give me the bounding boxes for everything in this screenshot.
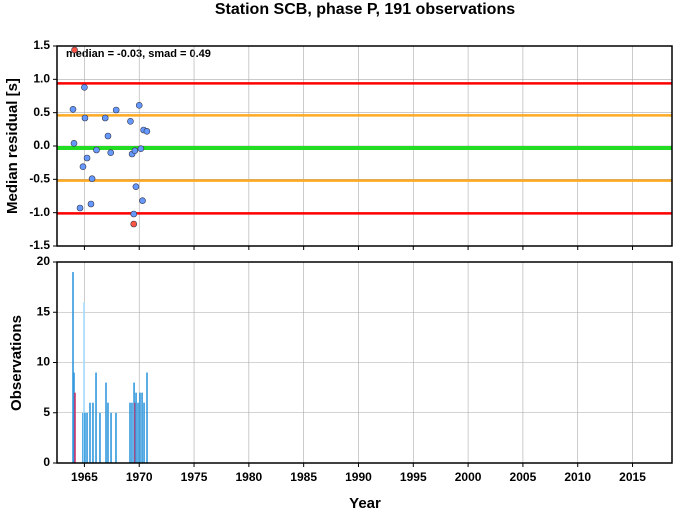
bar [110, 412, 112, 463]
point [127, 118, 134, 125]
bar [82, 412, 84, 463]
bar [115, 412, 117, 463]
point [143, 128, 151, 135]
plot-frame [56, 45, 673, 247]
bar [84, 412, 86, 463]
point [69, 106, 77, 113]
point [79, 163, 87, 170]
x-tick-label: 1985 [290, 470, 317, 484]
bar [146, 372, 148, 463]
bar [131, 402, 133, 463]
point [130, 210, 138, 218]
point [70, 140, 78, 147]
point [88, 175, 96, 182]
point [132, 183, 140, 190]
bar [107, 402, 109, 463]
point [107, 149, 115, 156]
x-tick-label: 1975 [181, 470, 208, 484]
x-tick-label: 1965 [71, 470, 98, 484]
bar [89, 402, 91, 463]
x-tick-label: 2015 [619, 470, 646, 484]
bar [134, 402, 136, 463]
chart-title: Station SCB, phase P, 191 observations [215, 1, 515, 18]
y-tick-label: 1.0 [33, 72, 50, 86]
bar [83, 302, 85, 463]
plot-frame [56, 261, 673, 464]
bar [95, 372, 97, 463]
x-tick-label: 1995 [400, 470, 427, 484]
bar [137, 402, 139, 463]
bar [143, 402, 145, 463]
y-axis-label: Observations [8, 315, 25, 411]
bar [92, 402, 94, 463]
bar [72, 272, 74, 463]
y-axis-label: Median residual [s] [4, 78, 21, 214]
point [83, 154, 91, 162]
point [101, 114, 109, 122]
bar [141, 392, 143, 463]
point [93, 146, 100, 154]
point [135, 102, 143, 109]
y-tick-label: 20 [37, 254, 51, 268]
y-tick-label: 5 [43, 405, 50, 419]
annotation: median = -0.03, smad = 0.49 [66, 48, 211, 60]
bar [135, 392, 137, 463]
point [71, 46, 78, 54]
point [137, 145, 145, 152]
y-tick-label: 0 [43, 455, 50, 469]
bar [133, 382, 135, 463]
bar [99, 412, 101, 463]
point [139, 197, 146, 204]
x-tick-label: 2000 [455, 470, 482, 484]
y-tick-label: 15 [37, 304, 51, 318]
point [131, 147, 139, 154]
y-tick-label: 0.5 [33, 105, 50, 119]
point [130, 220, 138, 228]
bar [105, 382, 107, 463]
x-tick-label: 1990 [345, 470, 372, 484]
point [112, 106, 120, 114]
bar [74, 392, 76, 463]
x-tick-label: 1970 [126, 470, 153, 484]
bar [73, 372, 75, 463]
y-tick-label: 10 [37, 355, 51, 369]
y-tick-label: 1.5 [33, 38, 50, 52]
x-tick-label: 2010 [564, 470, 591, 484]
x-axis-label: Year [349, 495, 381, 511]
x-tick-label: 2005 [510, 470, 537, 484]
point [76, 204, 84, 212]
point [104, 132, 112, 140]
y-tick-label: 0.0 [33, 138, 50, 152]
point [81, 114, 89, 122]
y-tick-label: -1.5 [29, 238, 50, 252]
x-tick-label: 1980 [235, 470, 262, 484]
y-tick-label: -0.5 [29, 172, 50, 186]
bar [139, 392, 141, 463]
bar [129, 402, 131, 463]
point [87, 200, 95, 208]
point [81, 84, 88, 91]
y-tick-label: -1.0 [29, 205, 50, 219]
bar [86, 412, 88, 463]
